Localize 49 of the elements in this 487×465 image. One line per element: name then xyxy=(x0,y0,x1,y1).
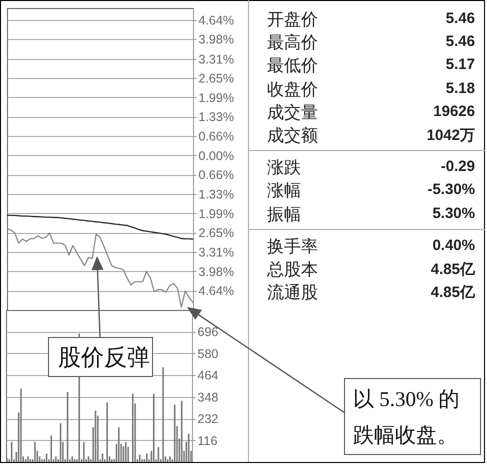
text: 5.46 xyxy=(446,10,475,27)
line-series xyxy=(6,214,194,240)
y-tick-label: 1.99% xyxy=(198,90,234,105)
y-tick-label: 580 xyxy=(198,346,218,361)
y-tick-label: 232 xyxy=(198,412,218,426)
text: 以 5.30% 的跌幅收盘。 xyxy=(344,378,481,455)
text: 开盘价 xyxy=(267,9,318,31)
text: 换手率 xyxy=(267,236,318,258)
text: 4.85亿 xyxy=(430,283,475,302)
text: 5.18 xyxy=(446,80,475,97)
y-tick-label: 3.98% xyxy=(198,264,234,279)
y-tick-label: 4.64% xyxy=(198,13,234,28)
text: 流通股 xyxy=(267,282,318,304)
y-tick-label: 1.33% xyxy=(198,188,234,202)
y-tick-label: 0.66% xyxy=(198,168,234,182)
y-tick-label: 0.00% xyxy=(198,148,234,163)
y-tick-label: 1.99% xyxy=(198,206,234,221)
annotation: 股价反弹 xyxy=(48,337,153,377)
line-series xyxy=(6,228,194,308)
y-tick-label: 2.65% xyxy=(198,226,234,240)
text: 振幅 xyxy=(267,204,301,226)
text: 5.17 xyxy=(446,56,475,74)
text: 涨跌 xyxy=(267,157,301,180)
text: 总股本 xyxy=(267,259,318,281)
y-tick-label: 696 xyxy=(198,325,218,340)
text: -5.30% xyxy=(427,181,475,198)
text: 5.46 xyxy=(446,33,475,50)
y-tick-label: 348 xyxy=(198,390,218,404)
text: 4.85亿 xyxy=(430,260,475,279)
text: 成交额 xyxy=(267,125,318,147)
text: 最高价 xyxy=(267,32,318,54)
text: 5.30% xyxy=(432,204,475,222)
y-tick-label: 4.64% xyxy=(198,284,234,298)
y-tick-label: 464 xyxy=(198,368,218,383)
y-tick-label: 0.66% xyxy=(198,130,234,144)
y-tick-label: 3.31% xyxy=(198,52,234,66)
text: 0.40% xyxy=(432,236,475,254)
text: 收盘价 xyxy=(267,78,318,101)
y-tick-label: 2.65% xyxy=(198,72,234,86)
text: 涨幅 xyxy=(267,180,301,202)
y-tick-label: 3.98% xyxy=(198,32,234,47)
y-tick-label: 1.33% xyxy=(198,110,234,124)
text: 最低价 xyxy=(267,55,318,78)
text: 成交量 xyxy=(267,102,318,124)
y-tick-label: 116 xyxy=(198,434,218,448)
text: 1042万 xyxy=(426,126,475,145)
text: 19626 xyxy=(433,102,475,120)
y-tick-label: 3.31% xyxy=(198,245,234,260)
text: -0.29 xyxy=(440,158,475,176)
